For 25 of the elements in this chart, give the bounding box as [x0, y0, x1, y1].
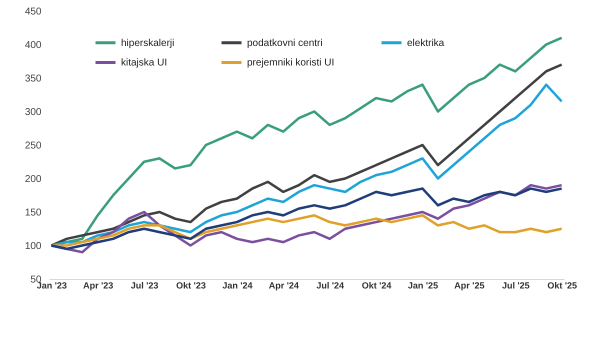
legend-label: hiperskalerji	[121, 38, 174, 49]
x-tick-label: Jul '25	[502, 280, 530, 290]
y-tick-label: 150	[24, 208, 42, 218]
y-tick-label: 200	[24, 174, 42, 185]
x-tick-label: Okt '23	[176, 280, 206, 290]
x-tick-label: Jan '23	[36, 280, 67, 290]
x-tick-label: Okt '24	[362, 280, 392, 290]
x-tick-label: Jan '24	[222, 280, 252, 290]
y-tick-label: 250	[24, 140, 42, 152]
y-tick-label: 400	[24, 40, 42, 51]
legend-label: elektrika	[407, 38, 445, 49]
legend-label: podatkovni centri	[247, 38, 323, 49]
y-tick-label: 350	[24, 74, 42, 84]
x-tick-label: Apr '25	[454, 280, 484, 290]
x-tick-label: Apr '23	[83, 280, 114, 290]
legend-label: kitajska UI	[121, 58, 168, 68]
x-tick-label: Jul '23	[130, 280, 158, 290]
y-tick-label: 300	[24, 107, 42, 118]
y-tick-label: 100	[24, 241, 42, 252]
x-tick-label: Jan '25	[408, 280, 438, 290]
x-tick-label: Okt '25	[547, 280, 578, 290]
x-tick-label: Jul '24	[316, 280, 344, 290]
y-tick-label: 450	[24, 6, 42, 18]
legend-label: prejemniki koristi UI	[247, 58, 334, 68]
x-tick-label: Apr '24	[268, 280, 299, 290]
